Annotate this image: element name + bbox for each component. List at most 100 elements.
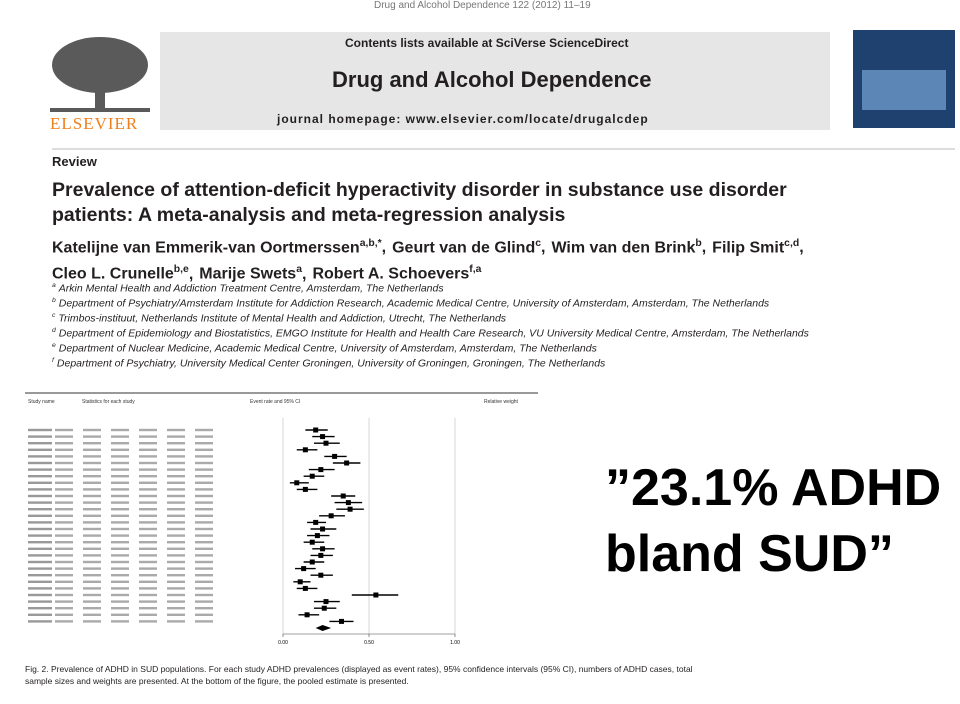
affiliation-text: Trimbos-instituut, Netherlands Institute… [58, 312, 507, 325]
title-line: Prevalence of attention-deficit hyperact… [52, 179, 787, 201]
table-cell [167, 593, 185, 597]
table-cell [83, 600, 101, 603]
point [302, 585, 308, 591]
table-cell [55, 593, 73, 597]
table-cell [111, 521, 129, 524]
affiliation: a Arkin Mental Health and Addiction Treat… [52, 280, 809, 295]
point [338, 618, 344, 624]
figure-header: Study name [28, 399, 55, 405]
authors: Katelijne van Emmerik-van Oortmerssena,b… [52, 233, 810, 286]
table-cell [195, 593, 213, 597]
table-cell [55, 554, 73, 557]
table-cell [55, 587, 73, 590]
table-cell [195, 435, 213, 438]
quote-line: bland SUD” [605, 525, 894, 583]
table-cell [167, 475, 185, 478]
table-cell [55, 508, 73, 511]
table-cell [83, 428, 101, 432]
table-cell [83, 461, 101, 465]
table-cell [167, 448, 185, 451]
table-cell [167, 600, 185, 603]
point [309, 473, 315, 479]
table-cell [139, 448, 157, 451]
affiliation-text: Department of Psychiatry/Amsterdam Insti… [58, 297, 770, 310]
pooled-diamond [315, 625, 332, 631]
point [344, 460, 350, 466]
cover-image [862, 70, 946, 110]
table-cell [83, 442, 101, 445]
table-cell [139, 567, 157, 570]
author-sup: c,d [784, 238, 800, 249]
table-cell [83, 580, 101, 583]
row-label [28, 600, 52, 603]
table-cell [111, 448, 129, 451]
affiliation: d Department of Epidemiology and Biostati… [52, 325, 809, 340]
table-cell [139, 620, 157, 623]
table-cell [167, 574, 185, 577]
title-line: patients: A meta-analysis and meta-regre… [52, 204, 566, 226]
homepage: journal homepage: www.elsevier.com/locat… [277, 112, 649, 126]
section: Review [52, 154, 97, 169]
table-cell [195, 494, 213, 498]
table-cell [55, 428, 73, 432]
table-cell [167, 514, 185, 517]
table-cell [167, 501, 185, 504]
table-cell [195, 613, 213, 616]
table-cell [195, 428, 213, 432]
table-cell [167, 488, 185, 491]
table-cell [139, 560, 157, 564]
table-cell [167, 508, 185, 511]
table-cell [167, 442, 185, 445]
point [373, 592, 379, 598]
author-sep: , [701, 239, 707, 257]
affiliation-sup: c [52, 312, 56, 320]
row-label [28, 613, 52, 616]
table-cell [83, 534, 101, 537]
table-cell [55, 448, 73, 451]
table-cell [55, 468, 73, 471]
table-cell [83, 475, 101, 478]
table-cell [55, 600, 73, 603]
table-cell [195, 560, 213, 564]
row-label [28, 475, 52, 478]
table-cell [55, 521, 73, 524]
table-cell [83, 541, 101, 544]
table-cell [167, 428, 185, 432]
table-cell [111, 600, 129, 603]
table-cell [195, 448, 213, 451]
table-cell [111, 455, 129, 458]
row-label [28, 508, 52, 511]
table-cell [83, 607, 101, 610]
table-cell [195, 468, 213, 471]
table-cell [55, 560, 73, 564]
table-cell [139, 501, 157, 504]
author-sup: f,a [469, 264, 482, 276]
table-cell [83, 494, 101, 498]
table-cell [55, 494, 73, 498]
row-label [28, 442, 52, 445]
row-label [28, 607, 52, 610]
table-cell [55, 620, 73, 623]
table-cell [55, 527, 73, 531]
row-label [28, 455, 52, 458]
table-cell [111, 580, 129, 583]
author-sep: , [799, 239, 804, 257]
affiliation-sup: e [52, 342, 56, 350]
author-name: Cleo L. Crunelle [52, 265, 174, 283]
row-label [28, 468, 52, 471]
row-label [28, 514, 52, 517]
quote-line: ”23.1% ADHD [605, 459, 942, 517]
point [294, 480, 300, 486]
table-cell [167, 481, 185, 484]
table-cell [139, 607, 157, 610]
row-label [28, 554, 52, 557]
table-cell [195, 541, 213, 544]
author-sep: , [381, 239, 387, 257]
table-cell [55, 607, 73, 610]
author-line: Katelijne van Emmerik-van Oortmerssena,b… [52, 233, 810, 259]
table-cell [55, 534, 73, 537]
table-cell [139, 435, 157, 438]
table-cell [167, 455, 185, 458]
elsevier-tree [50, 37, 150, 112]
